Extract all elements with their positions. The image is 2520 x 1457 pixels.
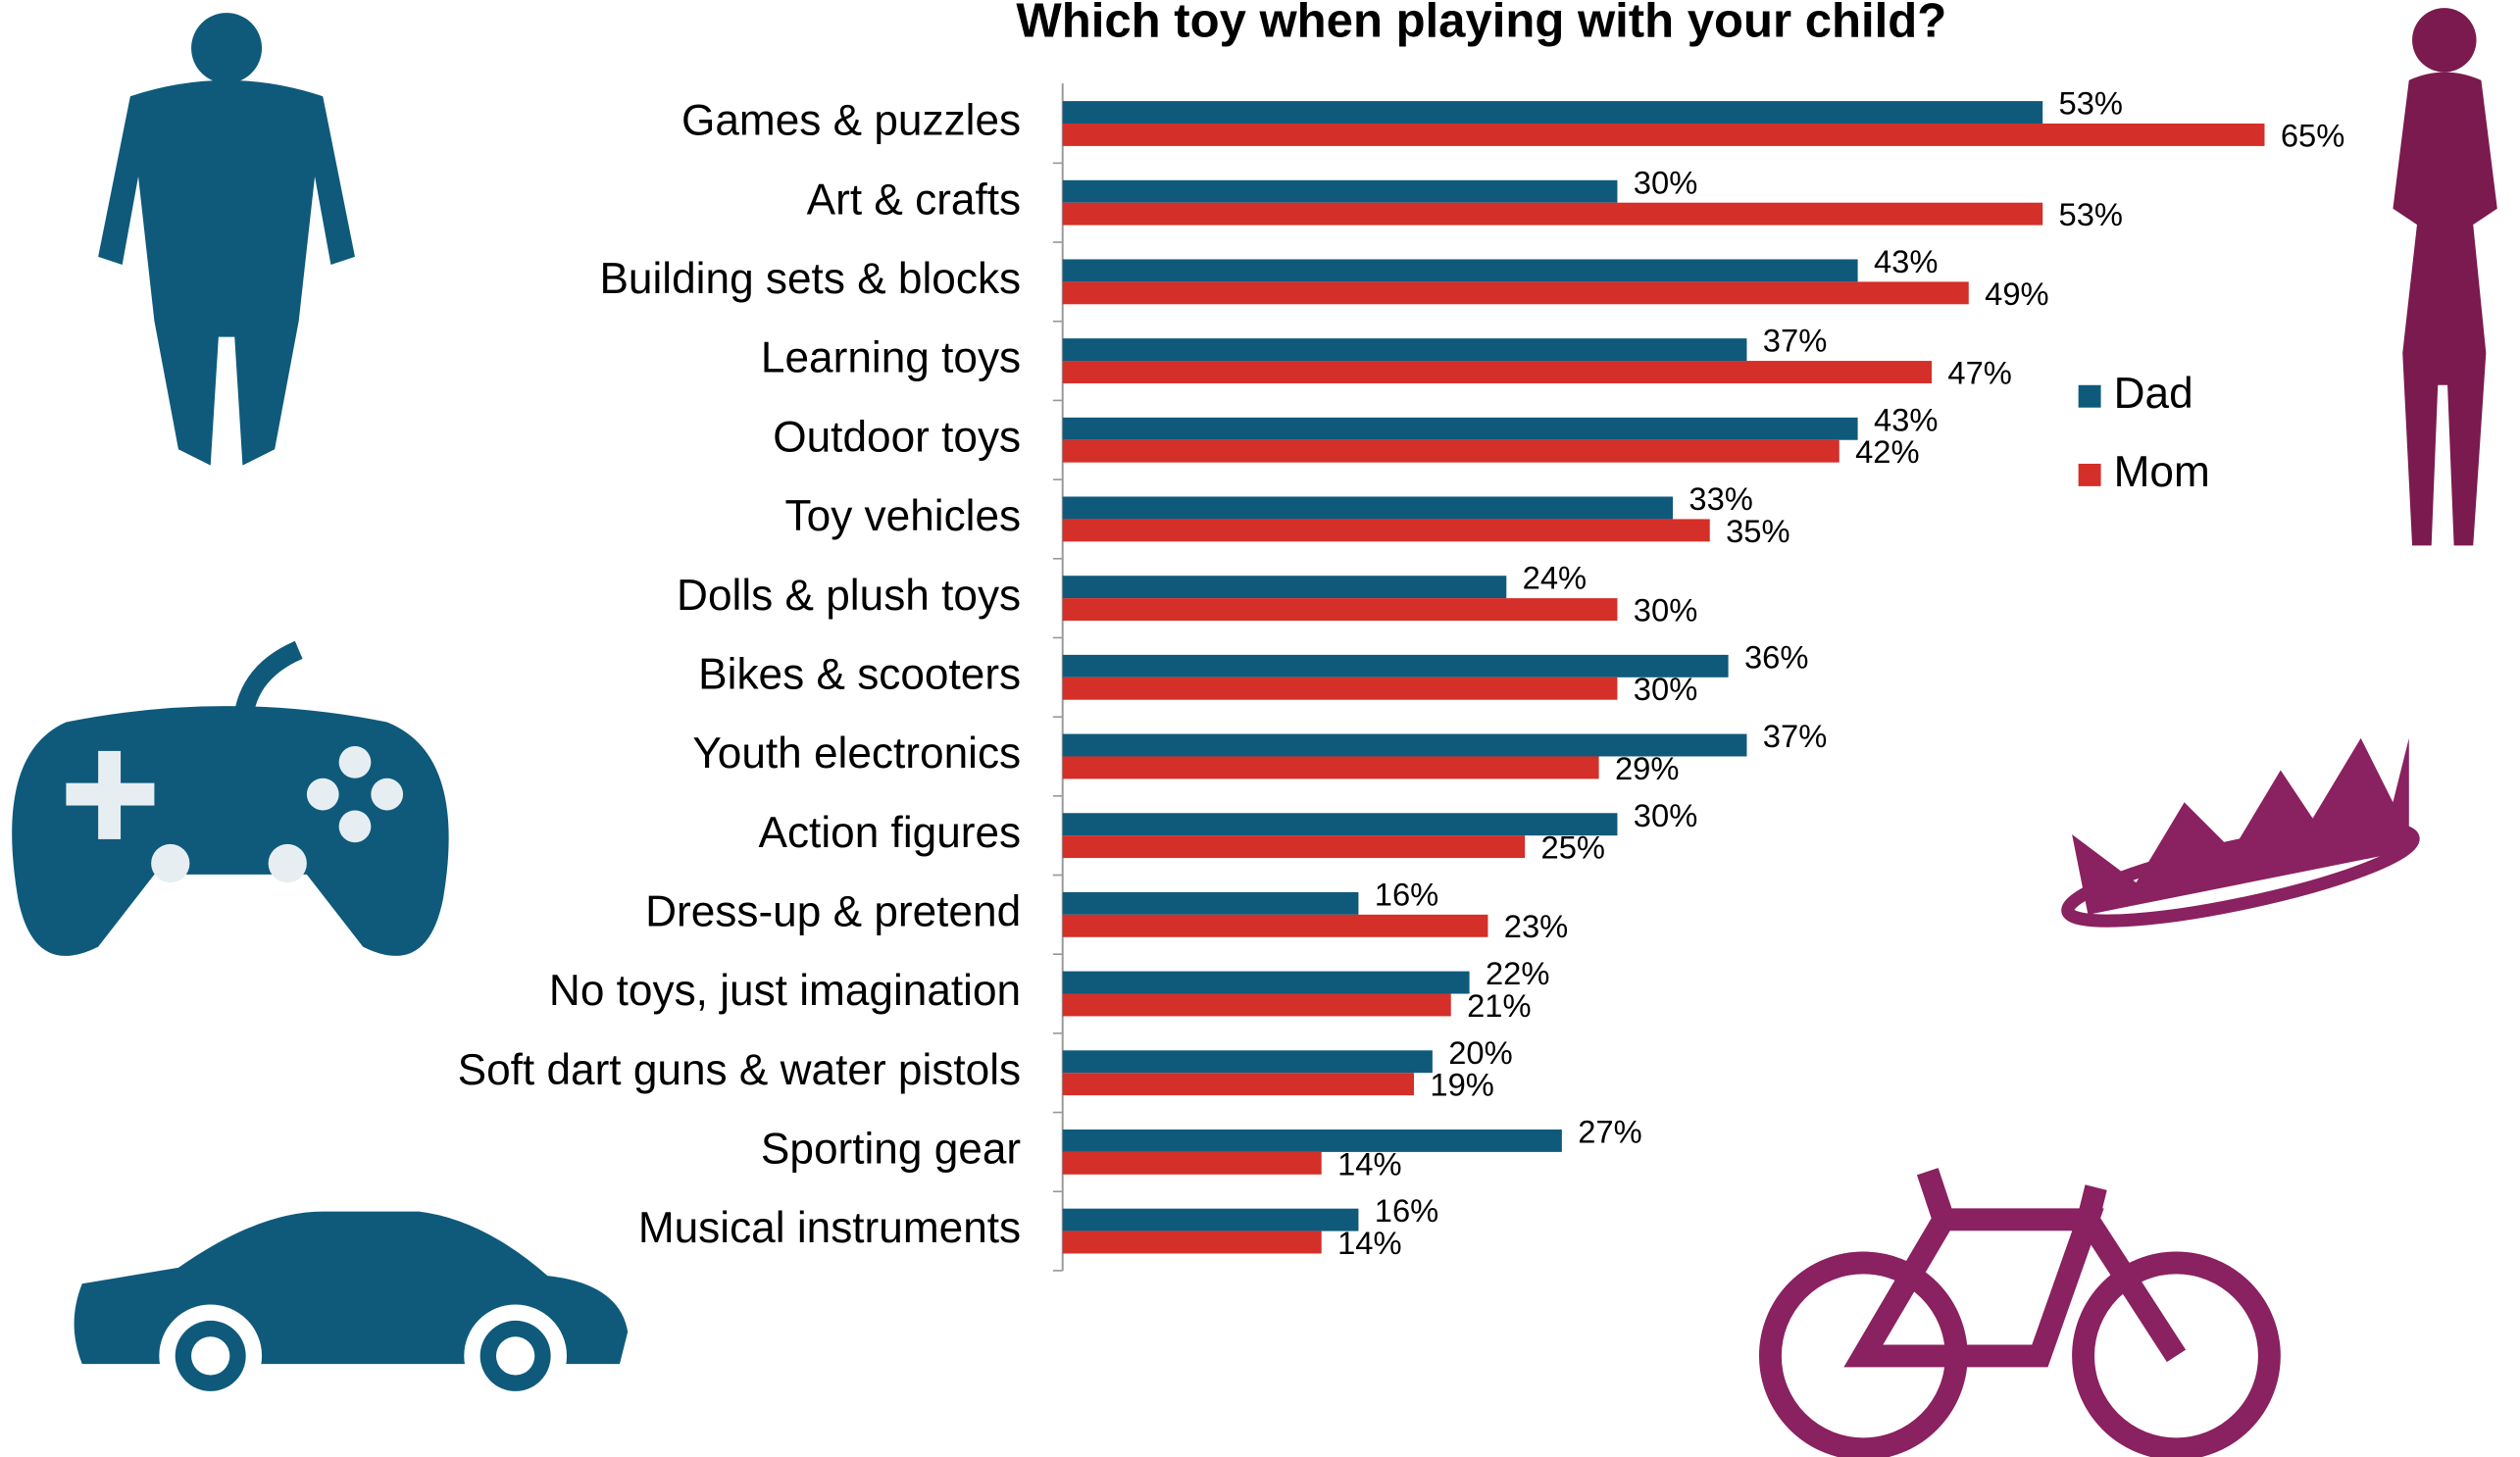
- bar: [1062, 756, 1599, 779]
- bar: [1062, 439, 1840, 463]
- data-label: 22%: [1486, 955, 1550, 991]
- legend-swatch: [2078, 463, 2101, 486]
- data-label: 27%: [1578, 1114, 1642, 1150]
- data-label: 30%: [1634, 671, 1698, 707]
- y-tick-label: Action figures: [759, 809, 1022, 857]
- bar: [1062, 835, 1526, 859]
- woman-icon: [2393, 8, 2497, 546]
- bar: [1062, 496, 1674, 520]
- data-label: 16%: [1375, 876, 1439, 912]
- bar: [1062, 1231, 1322, 1254]
- y-tick-label: Learning toys: [761, 334, 1021, 382]
- bar: [1062, 1208, 1359, 1231]
- data-label: 20%: [1448, 1034, 1513, 1071]
- y-tick-label: Art & crafts: [807, 176, 1021, 224]
- data-label: 53%: [2059, 85, 2124, 122]
- bar: [1062, 971, 1470, 994]
- bar: [1062, 993, 1451, 1017]
- data-label: 33%: [1688, 480, 1753, 517]
- data-label: 30%: [1634, 797, 1698, 833]
- data-label: 47%: [1947, 354, 2012, 390]
- bar: [1062, 598, 1618, 622]
- data-label: 21%: [1467, 987, 1532, 1024]
- y-tick-label: Dress-up & pretend: [645, 888, 1021, 936]
- y-tick-label: Soft dart guns & water pistols: [458, 1046, 1022, 1094]
- bar: [1062, 124, 2265, 146]
- bar: [1062, 733, 1747, 757]
- car-icon: [74, 1211, 629, 1408]
- bar: [1062, 677, 1618, 700]
- data-label: 37%: [1763, 323, 1827, 359]
- chart-title: Which toy when playing with your child?: [1016, 0, 1946, 48]
- bar: [1062, 1073, 1415, 1096]
- crown-icon: [2061, 737, 2420, 928]
- bar: [1062, 1129, 1562, 1152]
- bar: [1062, 417, 1858, 440]
- hulk-icon: [98, 13, 355, 466]
- y-tick-label: Games & puzzles: [681, 97, 1021, 145]
- data-label: 24%: [1523, 560, 1588, 596]
- data-label: 30%: [1634, 164, 1698, 200]
- data-label: 53%: [2059, 196, 2124, 232]
- bar: [1062, 361, 1933, 383]
- data-label: 65%: [2281, 117, 2344, 153]
- bar: [1062, 202, 2043, 226]
- y-tick-label: Musical instruments: [638, 1204, 1021, 1252]
- data-label: 14%: [1337, 1225, 1402, 1261]
- legend-label: Dad: [2114, 370, 2193, 418]
- y-tick-label: Dolls & plush toys: [677, 572, 1021, 620]
- data-label: 43%: [1874, 401, 1938, 437]
- bar: [1062, 576, 1507, 599]
- data-label: 49%: [1985, 276, 2049, 312]
- bar: [1062, 101, 2043, 125]
- y-tick-label: Sporting gear: [761, 1126, 1021, 1174]
- controller-icon: [12, 640, 449, 956]
- legend-label: Mom: [2114, 448, 2210, 496]
- data-label: 25%: [1541, 829, 1606, 866]
- data-label: 30%: [1634, 591, 1698, 628]
- data-label: 36%: [1744, 638, 1808, 675]
- y-tick-label: No toys, just imagination: [549, 967, 1021, 1015]
- bar: [1062, 179, 1618, 203]
- data-label: 42%: [1855, 433, 1919, 470]
- y-tick-label: Bikes & scooters: [698, 650, 1021, 698]
- bar: [1062, 891, 1359, 915]
- data-label: 35%: [1726, 513, 1789, 549]
- y-tick-label: Youth electronics: [692, 729, 1021, 778]
- data-label: 43%: [1874, 243, 1938, 279]
- data-label: 19%: [1430, 1067, 1494, 1103]
- legend-swatch: [2078, 384, 2101, 408]
- bar: [1062, 338, 1747, 362]
- y-tick-label: Building sets & blocks: [599, 255, 1021, 303]
- bar: [1062, 914, 1488, 937]
- bar: [1062, 1050, 1433, 1074]
- bar: [1062, 1151, 1322, 1175]
- data-label: 29%: [1615, 750, 1679, 786]
- data-label: 23%: [1504, 908, 1569, 944]
- y-tick-label: Outdoor toys: [773, 413, 1021, 461]
- bar: [1062, 259, 1858, 282]
- bar: [1062, 519, 1710, 542]
- bar: [1062, 281, 1969, 305]
- bar: [1062, 813, 1618, 836]
- data-label: 16%: [1375, 1192, 1439, 1229]
- bicycle-icon: [1758, 1168, 2281, 1457]
- data-label: 14%: [1337, 1145, 1402, 1181]
- data-label: 37%: [1763, 718, 1827, 754]
- bar: [1062, 654, 1729, 678]
- y-tick-label: Toy vehicles: [785, 492, 1022, 540]
